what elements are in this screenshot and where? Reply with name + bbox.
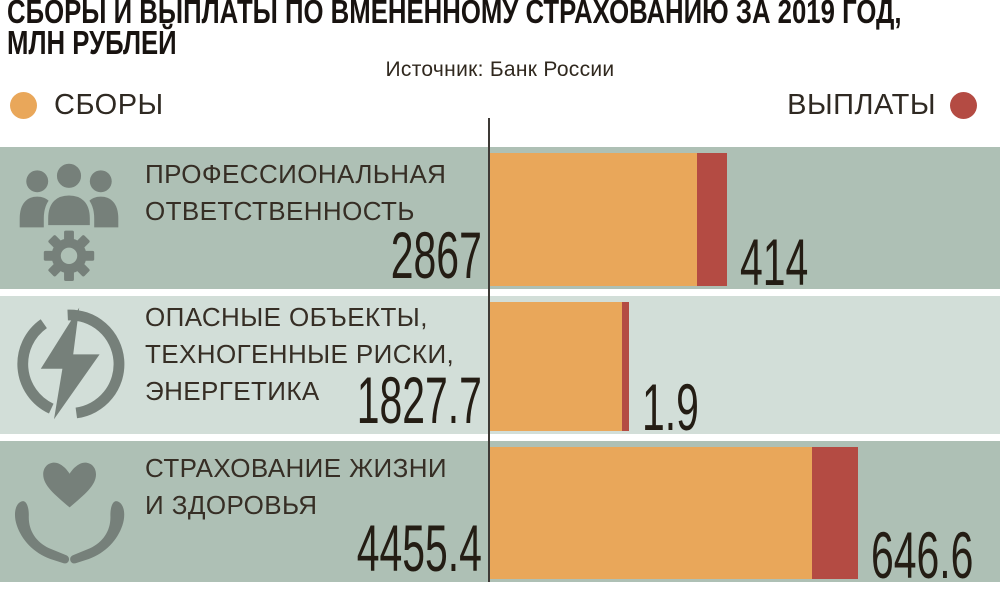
collections-legend-label: СБОРЫ [54,89,164,121]
bar-group: 1.9 [490,302,734,444]
payments-value: 1.9 [642,370,699,444]
payments-value: 414 [739,225,809,299]
category-label: ОПАСНЫЕ ОБЪЕКТЫ, ТЕХНОГЕННЫЕ РИСКИ, ЭНЕР… [145,299,454,410]
category-label-line: СТРАХОВАНИЕ ЖИЗНИ [145,453,447,483]
category-label: ПРОФЕССИОНАЛЬНАЯ ОТВЕТСТВЕННОСТЬ [145,156,446,230]
legend-payments: ВЫПЛАТЫ [787,89,977,122]
page-title-line2: МЛН РУБЛЕЙ [7,24,177,61]
energy-bolt-icon [12,304,132,424]
team-gear-icon [12,155,126,281]
hands-heart-icon [12,449,132,573]
payments-bar [697,153,727,286]
category-label-line: И ЗДОРОВЬЯ [145,490,318,520]
payments-bar [622,302,629,431]
payments-legend-label: ВЫПЛАТЫ [787,89,936,121]
page-title: СБОРЫ И ВЫПЛАТЫ ПО ВМЕНЕННОМУ СТРАХОВАНИ… [7,0,902,61]
payments-color-dot-icon [950,92,977,119]
category-label-line: ОТВЕТСТВЕННОСТЬ [145,196,415,226]
bar-group: 414 [490,153,850,299]
legend-collections: СБОРЫ [10,89,164,122]
payments-value: 646.6 [871,518,974,592]
axis-divider-line [488,118,490,582]
collections-color-dot-icon [10,92,37,119]
category-label-line: ПРОФЕССИОНАЛЬНАЯ [145,159,447,189]
row-life-health-insurance: СТРАХОВАНИЕ ЖИЗНИ И ЗДОРОВЬЯ 4455.4 646.… [0,441,1000,592]
collections-value: 1827.7 [356,363,482,437]
category-label-line: ТЕХНОГЕННЫЕ РИСКИ, [145,339,455,369]
row-professional-liability: ПРОФЕССИОНАЛЬНАЯ ОТВЕТСТВЕННОСТЬ 2867 41… [0,147,1000,299]
collections-bar [490,447,812,579]
row-hazardous-objects-energy: ОПАСНЫЕ ОБЪЕКТЫ, ТЕХНОГЕННЫЕ РИСКИ, ЭНЕР… [0,296,1000,444]
collections-bar [490,302,622,431]
source-label: Источник: Банк России [385,58,615,81]
payments-bar [811,447,859,579]
collections-value: 4455.4 [356,511,482,585]
category-label-line: ЭНЕРГЕТИКА [145,376,320,406]
collections-bar [490,153,697,286]
category-label: СТРАХОВАНИЕ ЖИЗНИ И ЗДОРОВЬЯ [145,450,447,524]
page-title-line1: СБОРЫ И ВЫПЛАТЫ ПО ВМЕНЕННОМУ СТРАХОВАНИ… [7,0,902,30]
category-label-line: ОПАСНЫЕ ОБЪЕКТЫ, [145,302,428,332]
bar-group: 646.6 [490,447,1000,592]
collections-value: 2867 [390,218,482,292]
